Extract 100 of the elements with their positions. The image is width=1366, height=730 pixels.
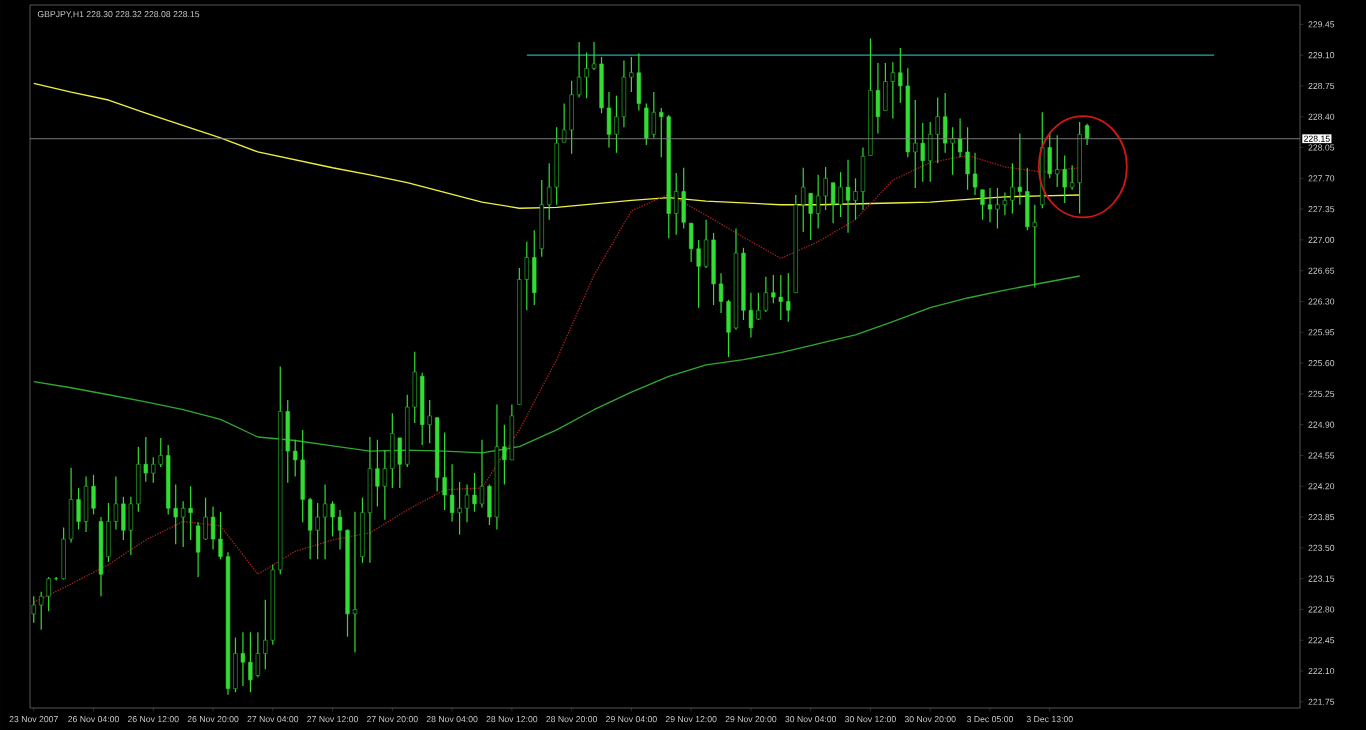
candlestick (629, 56, 634, 93)
candlestick (1017, 132, 1022, 206)
y-tick-label: 224.55 (1308, 452, 1335, 459)
candlestick (830, 182, 836, 224)
candlestick (778, 274, 783, 321)
candlestick (995, 187, 1000, 230)
candlestick (181, 500, 186, 548)
candlestick (315, 502, 320, 560)
candlestick (113, 475, 119, 530)
candlestick (293, 439, 298, 478)
candlestick (91, 474, 96, 516)
candlestick (1032, 204, 1037, 289)
candlestick (464, 483, 470, 523)
x-tick-label: 30 Nov 20:00 (904, 716, 956, 723)
x-tick-label: 29 Nov 04:00 (606, 716, 657, 723)
candlestick (547, 162, 552, 221)
candlestick (718, 272, 724, 314)
candlestick (957, 117, 963, 158)
candlestick (1070, 164, 1075, 191)
y-tick-label: 228.05 (1308, 144, 1335, 151)
candlestick (158, 437, 163, 468)
candlestick (1062, 154, 1067, 204)
candlestick (584, 51, 589, 99)
candlestick (1055, 134, 1060, 188)
x-tick-label: 27 Nov 04:00 (247, 716, 299, 723)
candlestick (562, 102, 567, 143)
y-tick-label: 226.65 (1308, 267, 1335, 274)
candlestick (322, 483, 328, 560)
candlestick (76, 487, 81, 530)
candlestick (457, 481, 462, 536)
candlestick (263, 599, 268, 670)
candlestick (845, 159, 851, 234)
candlestick (240, 631, 246, 687)
candlestick (31, 595, 36, 624)
y-tick-label: 224.90 (1308, 421, 1335, 428)
candlestick (151, 456, 156, 484)
candlestick (696, 239, 701, 309)
y-tick-label: 223.85 (1308, 514, 1335, 521)
ref-line-label: 228.15 (1304, 135, 1330, 142)
candlestick (576, 41, 582, 98)
x-tick-label: 26 Nov 12:00 (127, 716, 179, 723)
candlestick (427, 399, 432, 444)
candlestick (330, 500, 335, 538)
y-tick-label: 224.20 (1308, 483, 1335, 490)
candlestick (1002, 191, 1008, 216)
candlestick (524, 241, 529, 311)
y-tick-label: 222.80 (1308, 606, 1335, 613)
candlestick (375, 439, 380, 508)
candlestick (920, 122, 925, 183)
x-tick-label: 28 Nov 04:00 (426, 716, 478, 723)
candlestick (203, 497, 208, 541)
x-tick-label: 30 Nov 12:00 (845, 716, 896, 723)
candlestick (39, 591, 44, 631)
y-tick-label: 221.75 (1308, 698, 1335, 705)
y-tick-label: 222.10 (1308, 667, 1335, 675)
candlestick (972, 152, 978, 196)
candlestick (950, 126, 955, 176)
candlestick (980, 189, 985, 221)
candlestick (479, 439, 485, 508)
candlestick (890, 61, 895, 120)
candlestick (965, 126, 970, 191)
y-tick-label: 223.15 (1308, 575, 1335, 582)
y-tick-label: 223.50 (1308, 544, 1335, 551)
candlestick (823, 166, 828, 211)
candlestick (173, 483, 178, 545)
candlestick (218, 511, 223, 560)
candlestick (808, 192, 813, 241)
candlestick (442, 431, 447, 511)
text: GBPJPY,H1 228.30 228.32 228.08 228.15 (37, 11, 200, 19)
candlestick (674, 172, 679, 236)
candlestick (472, 472, 477, 513)
candlestick (248, 631, 253, 693)
candlestick (46, 576, 51, 612)
candlestick (382, 449, 387, 521)
candlestick (913, 99, 918, 189)
candlestick (935, 96, 940, 164)
candlestick (337, 509, 343, 551)
candlestick (748, 292, 754, 339)
x-tick-label: 29 Nov 20:00 (725, 716, 777, 723)
y-tick-label: 227.70 (1308, 175, 1335, 182)
x-tick-label: 26 Nov 04:00 (68, 716, 119, 723)
candlestick (816, 174, 821, 230)
x-tick-label: 28 Nov 20:00 (546, 716, 598, 723)
x-tick-label: 28 Nov 12:00 (486, 716, 538, 723)
candlestick (210, 505, 216, 551)
y-tick-label: 228.75 (1308, 82, 1335, 90)
candlestick (756, 292, 761, 321)
candlestick (1010, 162, 1015, 215)
y-tick-label: 229.45 (1308, 21, 1335, 28)
candlestick (801, 167, 806, 233)
candlestick (898, 47, 903, 104)
candlestick (651, 91, 656, 139)
y-tick-label: 225.95 (1308, 329, 1335, 336)
y-tick-label: 222.45 (1308, 637, 1335, 644)
y-tick-label: 229.10 (1308, 52, 1335, 59)
candlestick (853, 177, 858, 221)
candlestick (255, 631, 260, 678)
candlestick (763, 276, 768, 313)
candlestick (771, 274, 776, 304)
candlestick (786, 272, 791, 323)
